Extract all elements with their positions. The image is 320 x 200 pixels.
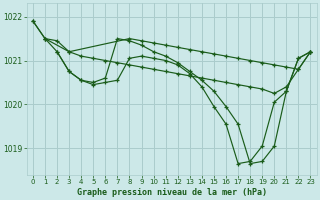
X-axis label: Graphe pression niveau de la mer (hPa): Graphe pression niveau de la mer (hPa) [77, 188, 267, 197]
